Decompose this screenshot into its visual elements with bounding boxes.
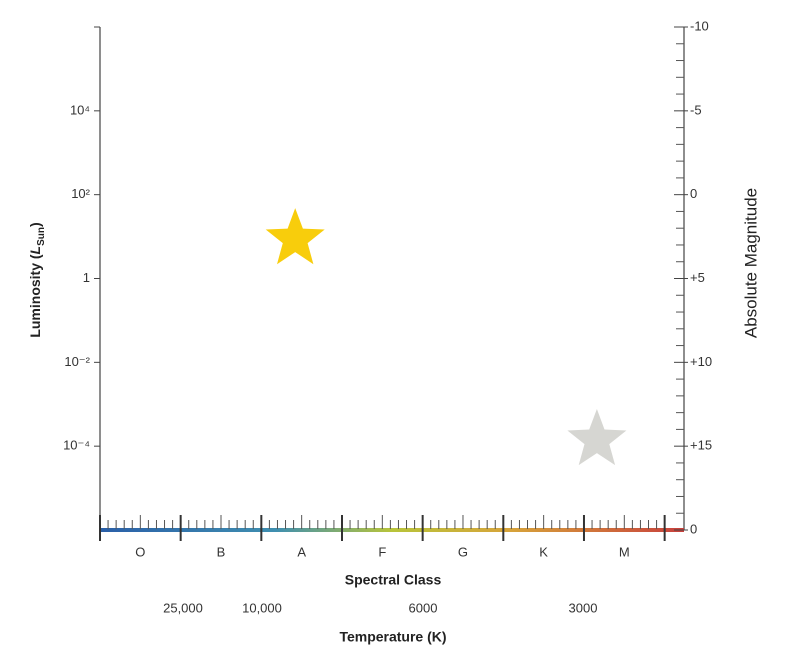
x-tick-label: O — [135, 544, 145, 559]
temperature-label: 10,000 — [242, 600, 282, 615]
temperature-label: 25,000 — [163, 600, 203, 615]
y-tick-label: 1 — [83, 270, 90, 285]
x-tick-label: K — [539, 544, 548, 559]
spectrum-axis — [100, 528, 684, 532]
y2-tick-label: -10 — [690, 18, 709, 33]
y2-axis-title: Absolute Magnitude — [741, 188, 760, 338]
x-tick-label: F — [378, 544, 386, 559]
y-title-text: ) — [27, 222, 43, 227]
y-title-subscript: Sun — [36, 227, 47, 246]
x-tick-label: G — [458, 544, 468, 559]
y2-tick-label: 0 — [690, 186, 697, 201]
temperature-label: 6000 — [409, 600, 438, 615]
y-tick-label: 10² — [71, 186, 90, 201]
temperature-label: 3000 — [569, 600, 598, 615]
y-tick-label: 10⁻⁴ — [63, 438, 90, 453]
x-tick-label: M — [619, 544, 630, 559]
star — [265, 208, 325, 265]
temperature-title: Temperature (K) — [339, 629, 446, 645]
y2-tick-label: +10 — [690, 354, 712, 369]
y-tick-label: 10⁴ — [70, 102, 90, 117]
y2-tick-label: +15 — [690, 438, 712, 453]
y-title-symbol: L — [27, 246, 43, 255]
x-tick-label: B — [217, 544, 226, 559]
x-axis-title: Spectral Class — [345, 572, 442, 588]
y2-tick-label: 0 — [690, 521, 697, 536]
star — [567, 409, 627, 466]
y2-tick-label: +5 — [690, 270, 705, 285]
y-axis-title: Luminosity (LSun) — [27, 222, 47, 337]
y-tick-label: 10⁻² — [64, 354, 90, 369]
y2-tick-label: -5 — [690, 102, 702, 117]
x-tick-label: A — [297, 544, 306, 559]
y-title-text: Luminosity ( — [27, 254, 43, 338]
